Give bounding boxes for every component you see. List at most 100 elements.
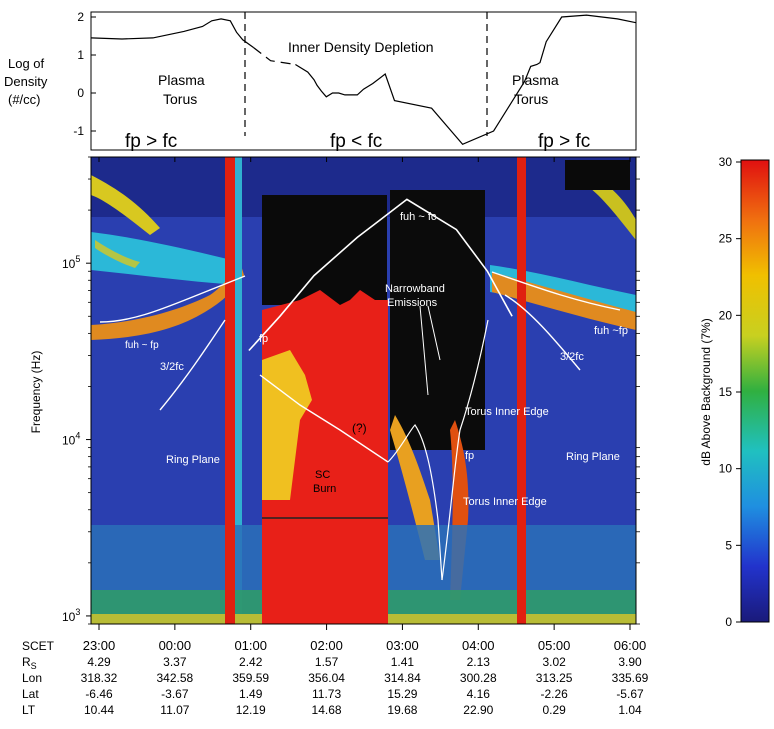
- upper-left-emission: [91, 175, 160, 235]
- ephemeris-cell: 342.58: [157, 671, 194, 685]
- ephemeris-cell: 00:00: [159, 638, 192, 653]
- fuh-fc-label: fuh ~ fc: [400, 211, 437, 223]
- ephemeris-cell: 11.07: [160, 703, 189, 717]
- ephemeris-cell: -5.67: [616, 687, 644, 701]
- ephemeris-cell: 01:00: [234, 638, 267, 653]
- frequency-y-ticks: 105 104 103: [62, 156, 640, 625]
- ephemeris-cell: 1.57: [315, 655, 339, 669]
- fp-trace-inner: [387, 424, 443, 581]
- freq-tick-label: 105: [62, 254, 80, 271]
- depletion-label: Inner Density Depletion: [288, 39, 434, 55]
- ring-plane-left-label: Ring Plane: [166, 454, 220, 466]
- ring-plane-right-label: Ring Plane: [566, 451, 620, 463]
- ephemeris-cell: 4.29: [87, 655, 111, 669]
- ephemeris-cell: 359.59: [232, 671, 269, 685]
- upper-right-emission: [590, 175, 636, 240]
- ephemeris-cell: 06:00: [614, 638, 647, 653]
- ephemeris-cell: -2.26: [540, 687, 568, 701]
- density-curve-gap: [252, 46, 296, 66]
- vertical-spike-left: [225, 157, 235, 624]
- ephemeris-cell: 3.90: [618, 655, 642, 669]
- plasma-torus-right-line-1: Plasma: [512, 72, 559, 88]
- colorbar-tick-label: 25: [719, 232, 733, 246]
- fuh-band-left: [91, 262, 244, 340]
- ephemeris-cell: 23:00: [83, 638, 116, 653]
- three-half-fc-trace-left: [159, 319, 226, 411]
- fp-trace-rise: [441, 319, 489, 581]
- spectrogram-image: [91, 157, 636, 624]
- ephemeris-cell: 14.68: [312, 703, 342, 717]
- ephemeris-cell: 22.90: [463, 703, 493, 717]
- ephemeris-cell: 318.32: [81, 671, 118, 685]
- fuh-fp-trace-left: [99, 275, 246, 323]
- spike-left-lower: [225, 520, 235, 624]
- colorbar-tick-label: 15: [719, 385, 733, 399]
- ephemeris-cell: 314.84: [384, 671, 421, 685]
- ephemeris-cell: 11.73: [312, 687, 341, 701]
- density-curve-right: [295, 14, 637, 146]
- vertical-spike-right: [517, 157, 526, 624]
- time-x-ticks: [98, 157, 631, 630]
- sc-burn-label-2: Burn: [313, 483, 336, 495]
- ephemeris-cell: 10.44: [84, 703, 114, 717]
- plasma-torus-left-line-2: Torus: [163, 91, 197, 107]
- ephemeris-cell: 4.16: [467, 687, 491, 701]
- plasma-torus-right-line-2: Torus: [514, 91, 548, 107]
- black-region-top-right: [565, 160, 630, 190]
- fp-gt-fc-left: fp > fc: [125, 131, 177, 152]
- density-ytick-label: 1: [77, 48, 84, 62]
- spectrogram-panel: fuh ~ fc Narrowband Emissions fuh ~ fp f…: [29, 156, 640, 630]
- ephemeris-cell: -6.46: [85, 687, 113, 701]
- vertical-spike-left-edge: [235, 157, 242, 624]
- freq-tick-label: 104: [62, 431, 80, 448]
- fp-mid-label: fp: [465, 450, 474, 462]
- ephemeris-cell: 19.68: [387, 703, 417, 717]
- ephemeris-cell: 03:00: [386, 638, 419, 653]
- ephemeris-row-label: LT: [22, 703, 36, 717]
- ephemeris-cell: 1.04: [618, 703, 642, 717]
- narrowband-pointer-2: [427, 305, 441, 361]
- spike-right-lower: [517, 520, 526, 624]
- density-ylabel-line-2: Density: [4, 74, 48, 89]
- density-y-ticks: 2 1 0 -1: [73, 10, 96, 138]
- colorbar-tick-label: 30: [719, 155, 733, 169]
- ephemeris-cell: 1.49: [239, 687, 263, 701]
- ephemeris-row-label: SCET: [22, 639, 55, 653]
- ephemeris-cell: 313.25: [536, 671, 573, 685]
- frequency-axis-label: Frequency (Hz): [29, 351, 43, 434]
- ephemeris-cell: 3.37: [163, 655, 187, 669]
- ephemeris-cell: 1.41: [391, 655, 415, 669]
- plasma-torus-left-line-1: Plasma: [158, 72, 205, 88]
- fuh-fp-right-label: fuh ~fp: [594, 325, 628, 337]
- ephemeris-cell: 04:00: [462, 638, 495, 653]
- density-ytick-label: 0: [77, 86, 84, 100]
- ephemeris-cell: 335.69: [612, 671, 649, 685]
- colorbar-tick-label: 0: [725, 615, 732, 629]
- ephemeris-cell: 300.28: [460, 671, 497, 685]
- three-half-fc-left-label: 3/2fc: [160, 361, 184, 373]
- inner-edge-emission-left: [390, 415, 440, 560]
- narrowband-pointer-1: [419, 305, 429, 396]
- narrowband-label-2: Emissions: [387, 297, 438, 309]
- fuh-fp-left-label: fuh ~ fp: [125, 340, 159, 351]
- density-panel: 2 1 0 -1 Log of Density (#/cc) Plasma Torus…: [4, 10, 637, 152]
- narrowband-label-1: Narrowband: [385, 283, 445, 295]
- colorbar-tick-label: 20: [719, 308, 733, 322]
- ephemeris-cell: 0.29: [542, 703, 566, 717]
- three-half-fc-right-label: 3/2fc: [560, 351, 584, 363]
- question-label: (?): [352, 421, 367, 435]
- density-curve-left: [90, 18, 254, 48]
- black-region-left: [262, 195, 387, 305]
- ephemeris-cell: 12.19: [236, 703, 266, 717]
- ephemeris-row-label: Lon: [22, 671, 42, 685]
- ephemeris-cell: 2.42: [239, 655, 263, 669]
- upper-left-emission-2: [95, 240, 140, 268]
- fuh-fc-curve: [248, 198, 513, 352]
- ephemeris-cell: -3.67: [161, 687, 189, 701]
- ephemeris-cell: 05:00: [538, 638, 571, 653]
- sc-burn-yellow: [262, 350, 312, 500]
- density-frame: [90, 11, 637, 151]
- fp-trace-mid: [259, 374, 389, 463]
- ephemeris-row-label: Lat: [22, 687, 39, 701]
- fp-lt-fc: fp < fc: [330, 131, 382, 152]
